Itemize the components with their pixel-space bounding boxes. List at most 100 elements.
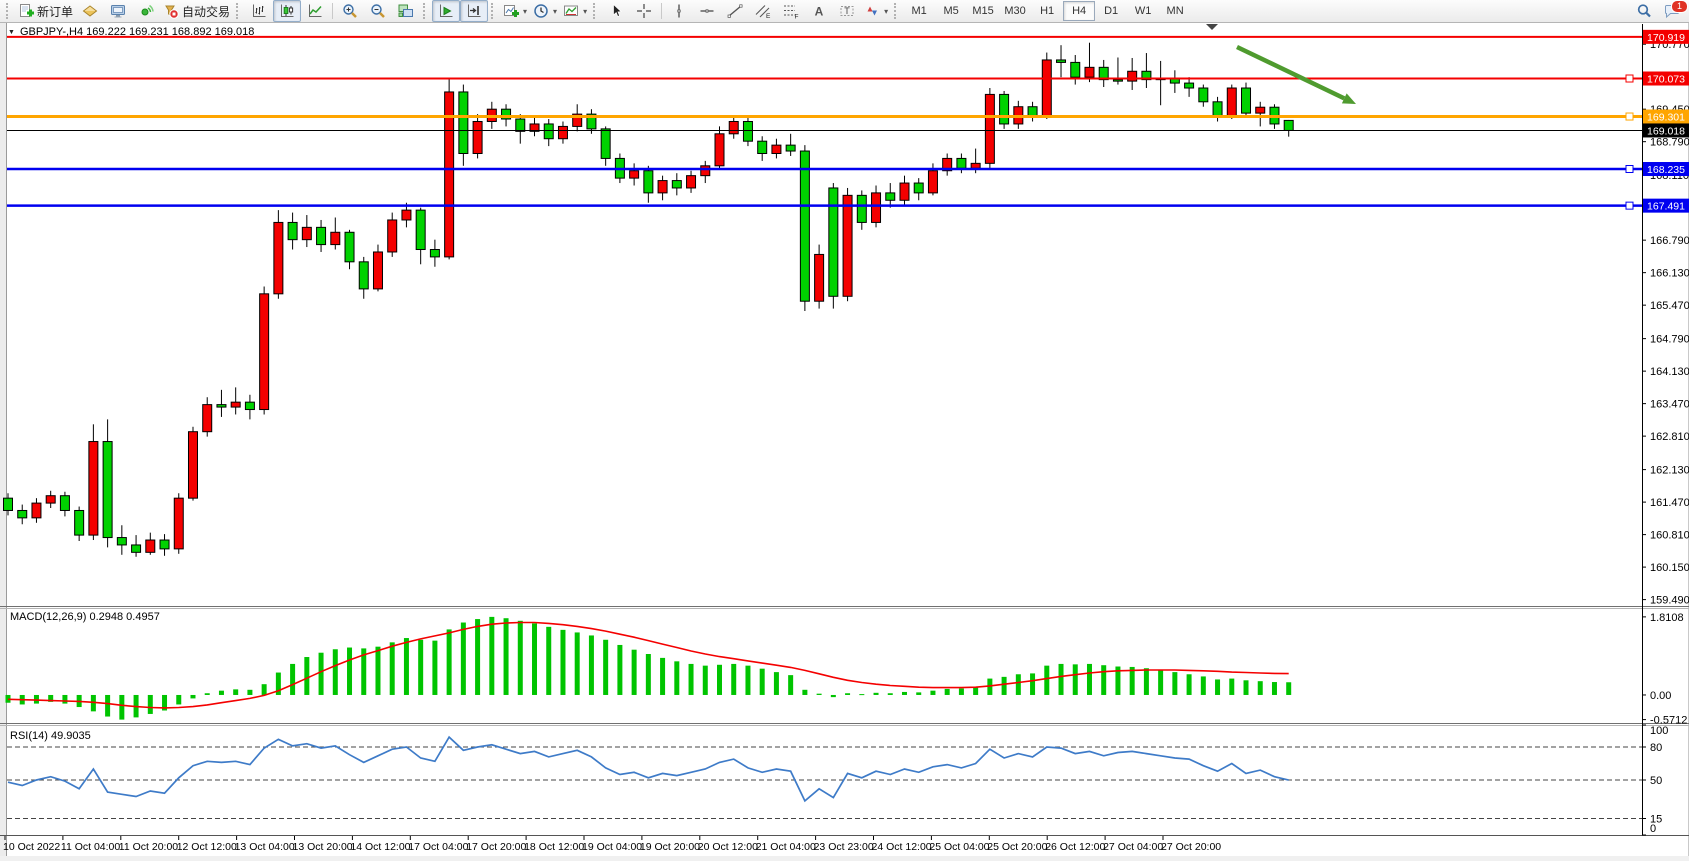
notifications-button[interactable]: 1: [1658, 0, 1688, 22]
crosshair-button[interactable]: [630, 0, 658, 22]
chart-window: 170.770169.450168.790168.110166.790166.1…: [0, 22, 1689, 856]
tab-m5[interactable]: M5: [943, 5, 959, 17]
svg-text:19 Oct 04:00: 19 Oct 04:00: [582, 841, 642, 853]
svg-text:161.470: 161.470: [1650, 497, 1689, 509]
chart-bars-button[interactable]: [245, 0, 273, 22]
arrows-button[interactable]: ▾: [861, 0, 891, 22]
chart-line-button[interactable]: [301, 0, 329, 22]
tab-mn[interactable]: MN: [1166, 5, 1184, 17]
arrows-icon: [867, 6, 878, 16]
svg-text:159.490: 159.490: [1650, 595, 1689, 607]
autoscroll-button[interactable]: [432, 0, 461, 22]
svg-text:169.018: 169.018: [1647, 125, 1685, 137]
toolbar-grip[interactable]: [593, 3, 599, 19]
metaeditor-icon: [82, 5, 98, 17]
cursor-icon: [613, 3, 623, 17]
svg-text:21 Oct 04:00: 21 Oct 04:00: [756, 841, 816, 853]
terminal-button[interactable]: [104, 0, 132, 22]
svg-text:165.470: 165.470: [1650, 300, 1689, 312]
search-button[interactable]: [1630, 0, 1658, 22]
svg-text:166.790: 166.790: [1650, 235, 1689, 247]
chart-shift-marker-icon[interactable]: [1206, 24, 1218, 30]
svg-text:F: F: [795, 14, 799, 20]
zoom-in-button[interactable]: [336, 0, 364, 22]
collapse-icon[interactable]: ▼: [8, 28, 15, 36]
tab-m15[interactable]: M15: [972, 5, 994, 17]
tab-h1[interactable]: H1: [1040, 5, 1055, 17]
svg-text:166.130: 166.130: [1650, 268, 1689, 280]
text-button[interactable]: A: [805, 0, 833, 22]
toolbar-separator: [661, 3, 663, 19]
zoom-out-button[interactable]: [364, 0, 392, 22]
chart-title-text: GBPJPY-,H4 169.222 169.231 168.892 169.0…: [19, 26, 255, 38]
svg-text:50: 50: [1650, 775, 1662, 787]
fibonacci-icon: F: [784, 5, 799, 20]
tab-w1[interactable]: W1: [1134, 5, 1152, 17]
autotrading-button[interactable]: 自动交易: [160, 0, 233, 22]
hline-objects[interactable]: [7, 35, 1642, 210]
text-icon: A: [815, 5, 824, 19]
toolbar-grip[interactable]: [894, 3, 900, 19]
trend-arrow[interactable]: [1236, 44, 1356, 104]
svg-text:27 Oct 04:00: 27 Oct 04:00: [1103, 841, 1163, 853]
autotrading-label: 自动交易: [182, 4, 231, 19]
chevron-down-icon[interactable]: ▾: [553, 6, 558, 16]
metaeditor-button[interactable]: [76, 0, 104, 22]
tab-d1[interactable]: D1: [1104, 5, 1119, 17]
svg-text:12 Oct 12:00: 12 Oct 12:00: [177, 841, 237, 853]
templates-button[interactable]: ▾: [560, 0, 590, 22]
cursor-button[interactable]: [602, 0, 630, 22]
svg-text:24 Oct 12:00: 24 Oct 12:00: [872, 841, 932, 853]
tab-h4[interactable]: H4: [1063, 1, 1096, 21]
signals-button[interactable]: [132, 0, 160, 22]
svg-text:160.810: 160.810: [1650, 530, 1689, 542]
line-chart-icon: [309, 4, 322, 17]
equidistant-channel-button[interactable]: E: [749, 0, 777, 22]
chart-shift-button[interactable]: [460, 0, 489, 22]
vertical-line-icon: [677, 4, 681, 18]
chevron-down-icon[interactable]: ▾: [523, 6, 528, 16]
tile-windows-button[interactable]: [392, 0, 420, 22]
toolbar-grip[interactable]: [236, 3, 242, 19]
fibonacci-button[interactable]: F: [777, 0, 805, 22]
text-label-button[interactable]: T: [833, 0, 861, 22]
text-label-icon: T: [840, 6, 854, 16]
bar-chart-icon: [253, 4, 266, 17]
svg-text:T: T: [844, 6, 850, 16]
svg-text:169.301: 169.301: [1647, 112, 1685, 124]
chart-canvas[interactable]: 170.770169.450168.790168.110166.790166.1…: [0, 22, 1689, 856]
vertical-line-button[interactable]: [665, 0, 693, 22]
chevron-down-icon[interactable]: ▾: [583, 6, 588, 16]
zoom-out-icon: [371, 4, 385, 18]
svg-text:162.130: 162.130: [1650, 465, 1689, 477]
periods-button[interactable]: ▾: [530, 0, 560, 22]
horizontal-line-button[interactable]: [693, 0, 721, 22]
new-order-button[interactable]: 新订单: [15, 0, 76, 22]
svg-text:170.919: 170.919: [1647, 32, 1685, 44]
autotrading-icon: [165, 5, 179, 19]
svg-text:13 Oct 04:00: 13 Oct 04:00: [235, 841, 295, 853]
clock-icon: [534, 4, 548, 18]
svg-text:170.073: 170.073: [1647, 74, 1685, 86]
svg-text:19 Oct 20:00: 19 Oct 20:00: [640, 841, 700, 853]
indicators-button[interactable]: ▾: [500, 0, 530, 22]
chart-candles-button[interactable]: [273, 0, 302, 22]
price-axis[interactable]: 170.770169.450168.790168.110166.790166.1…: [1642, 24, 1689, 835]
toolbar-grip[interactable]: [6, 3, 12, 19]
svg-text:15: 15: [1650, 814, 1662, 826]
svg-text:E: E: [766, 13, 771, 19]
toolbar-grip[interactable]: [423, 3, 429, 19]
svg-text:80: 80: [1650, 742, 1662, 754]
toolbar-grip[interactable]: [491, 3, 497, 19]
trendline-button[interactable]: [721, 0, 749, 22]
toolbar: 新订单 自动交易 ▾ ▾: [0, 0, 1689, 23]
svg-text:25 Oct 04:00: 25 Oct 04:00: [929, 841, 989, 853]
svg-text:0: 0: [1650, 823, 1656, 835]
chevron-down-icon[interactable]: ▾: [884, 6, 889, 16]
autoscroll-icon: [440, 4, 453, 17]
tab-m1[interactable]: M1: [911, 5, 927, 17]
channel-icon: E: [755, 5, 771, 19]
tab-m30[interactable]: M30: [1004, 5, 1026, 17]
